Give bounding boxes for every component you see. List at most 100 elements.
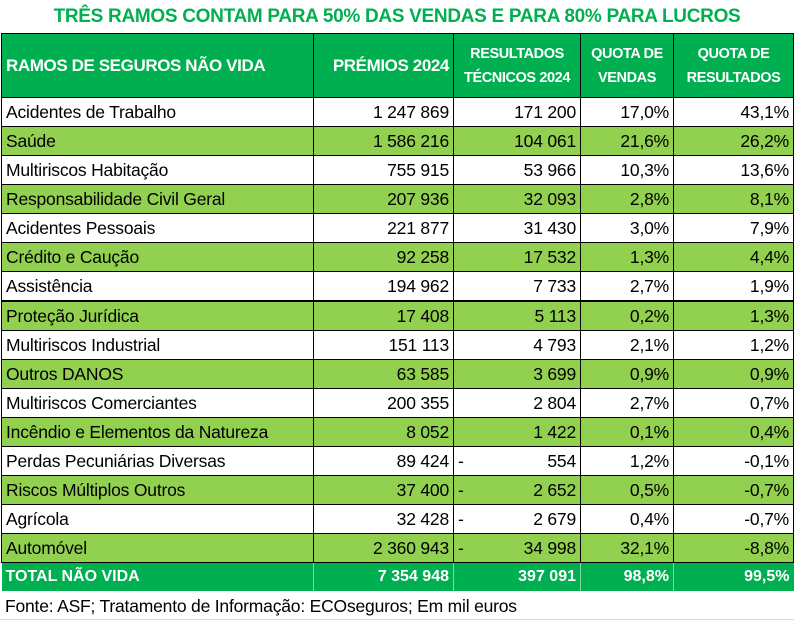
resultados-value: 2 679 <box>533 508 576 529</box>
cell-quota-vendas: 0,9% <box>580 359 674 389</box>
cell-ramo: Saúde <box>1 126 314 156</box>
cell-ramo: Assistência <box>1 271 314 302</box>
resultados-value: 3 699 <box>533 363 576 384</box>
cell-premios: 1 586 216 <box>313 126 454 156</box>
resultados-value: 554 <box>547 450 576 471</box>
cell-resultados: 104 061 <box>453 126 581 156</box>
cell-resultados: 3 699 <box>453 359 581 389</box>
cell-ramo: Agrícola <box>1 504 314 534</box>
cell-quota-resultados: 26,2% <box>673 126 794 156</box>
cell-quota-vendas: 0,5% <box>580 475 674 505</box>
cell-quota-resultados: 1,2% <box>673 330 794 360</box>
table-row: Acidentes de Trabalho 1 247 869 171 200 17,… <box>1 97 794 127</box>
cell-ramo: Multiriscos Industrial <box>1 330 314 360</box>
table-body: Acidentes de Trabalho 1 247 869 171 200 17,… <box>1 97 794 563</box>
cell-quota-vendas: 0,4% <box>580 504 674 534</box>
cell-resultados: 7 733 <box>453 271 581 302</box>
cell-ramo: Incêndio e Elementos da Natureza <box>1 417 314 447</box>
cell-quota-vendas: 3,0% <box>580 213 674 243</box>
negative-sign: - <box>458 508 464 529</box>
table-row: Acidentes Pessoais 221 877 31 430 3,0% 7,9% <box>1 213 794 243</box>
table-row: Automóvel 2 360 943- 34 998 32,1% -8,8% <box>1 533 794 563</box>
cell-quota-vendas: 17,0% <box>580 97 674 127</box>
cell-resultados: 5 113 <box>453 300 581 331</box>
cell-quota-vendas: 2,7% <box>580 388 674 418</box>
resultados-value: 5 113 <box>534 305 577 326</box>
cell-premios: 8 052 <box>313 417 454 447</box>
total-premios: 7 354 948 <box>313 562 454 591</box>
resultados-value: 171 200 <box>514 101 576 122</box>
cell-quota-vendas: 0,1% <box>580 417 674 447</box>
cell-ramo: Responsabilidade Civil Geral <box>1 184 314 214</box>
cell-quota-resultados: 8,1% <box>673 184 794 214</box>
cell-quota-resultados: -0,7% <box>673 504 794 534</box>
resultados-value: 104 061 <box>514 130 576 151</box>
cell-quota-vendas: 2,1% <box>580 330 674 360</box>
cell-ramo: Proteção Jurídica <box>1 300 314 331</box>
cell-resultados: 171 200 <box>453 97 581 127</box>
cell-quota-vendas: 10,3% <box>580 155 674 185</box>
table-row: Riscos Múltiplos Outros 37 400- 2 652 0,5% -… <box>1 475 794 505</box>
cell-quota-resultados: 1,9% <box>673 271 794 302</box>
cell-resultados: 1 422 <box>453 417 581 447</box>
cell-resultados: - 2 652 <box>453 475 581 505</box>
cell-premios: 17 408 <box>313 300 454 331</box>
cell-premios: 92 258 <box>313 242 454 272</box>
cell-premios: 207 936 <box>313 184 454 214</box>
cell-ramo: Acidentes de Trabalho <box>1 97 314 127</box>
cell-quota-resultados: 13,6% <box>673 155 794 185</box>
table-row: Responsabilidade Civil Geral 207 936 32 09… <box>1 184 794 214</box>
cell-quota-resultados: 0,7% <box>673 388 794 418</box>
cell-quota-resultados: -0,7% <box>673 475 794 505</box>
cell-quota-resultados: -8,8% <box>673 533 794 563</box>
cell-resultados: 31 430 <box>453 213 581 243</box>
cell-ramo: Riscos Múltiplos Outros <box>1 475 314 505</box>
resultados-value: 7 733 <box>533 275 576 296</box>
cell-quota-vendas: 21,6% <box>580 126 674 156</box>
table-row: Outros DANOS 63 585 3 699 0,9% 0,9% <box>1 359 794 389</box>
table-row: Multiriscos Comerciantes 200 355 2 804 2,7%… <box>1 388 794 418</box>
cell-resultados: - 2 679 <box>453 504 581 534</box>
table-row: Agrícola 32 428- 2 679 0,4% -0,7% <box>1 504 794 534</box>
total-quota-resultados: 99,5% <box>673 562 794 591</box>
resultados-value: 2 652 <box>533 479 576 500</box>
total-label: TOTAL NÃO VIDA <box>1 562 314 591</box>
header-quota-vendas: QUOTA DE VENDAS <box>580 33 674 98</box>
cell-premios: 2 360 943 <box>313 533 454 563</box>
cell-ramo: Automóvel <box>1 533 314 563</box>
cell-resultados: 53 966 <box>453 155 581 185</box>
cell-resultados: 32 093 <box>453 184 581 214</box>
resultados-value: 34 998 <box>523 537 577 558</box>
resultados-value: 2 804 <box>533 392 576 413</box>
table-row: Saúde 1 586 216 104 061 21,6% 26,2% <box>1 126 794 156</box>
total-row: TOTAL NÃO VIDA 7 354 948 397 091 98,8% 9… <box>1 562 794 591</box>
table-row: Assistência 194 962 7 733 2,7% 1,9% <box>1 271 794 302</box>
cell-premios: 37 400 <box>313 475 454 505</box>
header-quota-resultados: QUOTA DE RESULTADOS <box>673 33 794 98</box>
cell-quota-resultados: 1,3% <box>673 300 794 331</box>
cell-premios: 1 247 869 <box>313 97 454 127</box>
table-row: Proteção Jurídica 17 408 5 113 0,2% 1,3% <box>1 300 794 331</box>
negative-sign: - <box>458 537 464 558</box>
resultados-value: 4 793 <box>533 334 576 355</box>
cell-ramo: Perdas Pecuniárias Diversas <box>1 446 314 476</box>
cell-premios: 755 915 <box>313 155 454 185</box>
negative-sign: - <box>458 450 464 471</box>
cell-quota-vendas: 32,1% <box>580 533 674 563</box>
source-footnote: Fonte: ASF; Tratamento de Informação: EC… <box>5 596 517 616</box>
cell-ramo: Multiriscos Habitação <box>1 155 314 185</box>
cell-quota-resultados: -0,1% <box>673 446 794 476</box>
cell-premios: 32 428 <box>313 504 454 534</box>
cell-ramo: Outros DANOS <box>1 359 314 389</box>
header-row: RAMOS DE SEGUROS NÃO VIDA PRÉMIOS 2024 R… <box>1 33 794 98</box>
total-resultados: 397 091 <box>453 562 581 591</box>
resultados-value: 53 966 <box>523 159 577 180</box>
cell-quota-resultados: 0,9% <box>673 359 794 389</box>
total-quota-vendas: 98,8% <box>580 562 674 591</box>
cell-quota-resultados: 4,4% <box>673 242 794 272</box>
resultados-value: 32 093 <box>523 188 577 209</box>
resultados-value: 17 532 <box>523 246 577 267</box>
table-title: TRÊS RAMOS CONTAM PARA 50% DAS VENDAS E … <box>53 6 741 27</box>
resultados-value: 31 430 <box>523 217 577 238</box>
cell-premios: 151 113 <box>313 330 454 360</box>
